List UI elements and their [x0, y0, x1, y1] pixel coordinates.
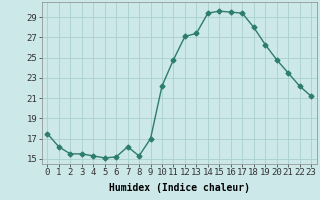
X-axis label: Humidex (Indice chaleur): Humidex (Indice chaleur) [109, 183, 250, 193]
